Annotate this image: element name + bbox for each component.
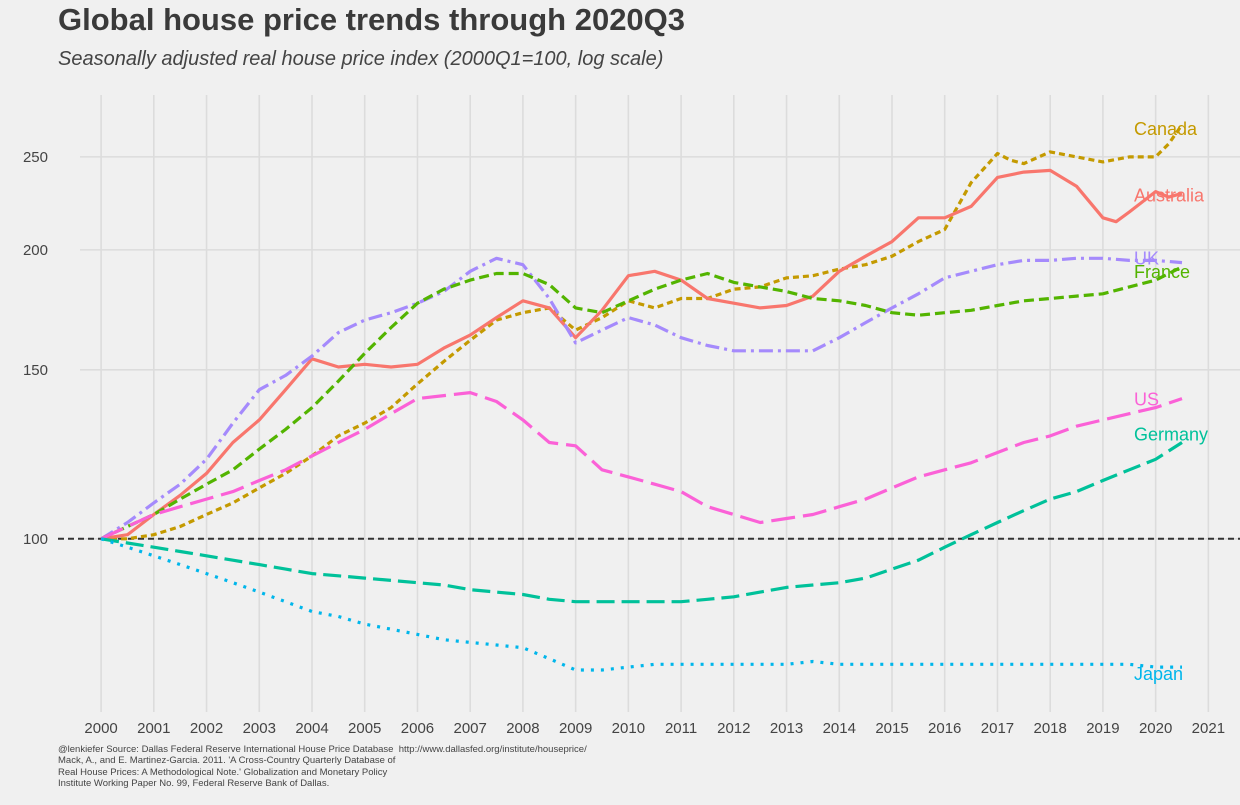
chart-title: Global house price trends through 2020Q3 [58,2,686,37]
x-tick-label: 2009 [559,720,592,737]
x-tick-label: 2000 [84,720,117,737]
x-tick-label: 2012 [717,720,750,737]
y-tick-label: 200 [23,242,48,259]
x-tick-label: 2007 [453,720,486,737]
y-tick-label: 150 [23,362,48,379]
x-tick-label: 2013 [770,720,803,737]
x-tick-label: 2006 [401,720,434,737]
x-tick-label: 2017 [981,720,1014,737]
series-label-germany: Germany [1134,424,1208,444]
source-caption: @lenkiefer Source: Dallas Federal Reserv… [58,744,587,789]
x-tick-label: 2016 [928,720,961,737]
chart-subtitle: Seasonally adjusted real house price ind… [58,48,664,70]
x-tick-label: 2002 [190,720,223,737]
series-line-japan [100,537,1182,672]
x-tick-label: 2011 [665,720,697,737]
series-label-us: US [1134,390,1159,410]
series-label-australia: Australia [1134,185,1205,205]
grid-layer [80,95,1240,712]
series-line-canada [101,123,1184,541]
series-line-uk [100,256,1183,541]
series-line-germany [100,441,1183,604]
x-tick-label: 2010 [612,720,645,737]
series-line-france [100,265,1183,541]
x-tick-label: 2015 [875,720,908,737]
x-tick-label: 2003 [243,720,276,737]
x-tick-label: 2008 [506,720,539,737]
y-tick-label: 100 [23,531,48,548]
series-line-australia [100,168,1183,541]
x-tick-label: 2001 [137,720,170,737]
series-line-us [100,391,1183,541]
axis-labels-layer: 2000 2001 2002 2003 2004 2005 2006 2007 2008 2009… [23,149,1225,737]
x-tick-label: 2018 [1033,720,1066,737]
x-tick-label: 2014 [823,720,856,737]
series-label-japan: Japan [1134,664,1183,684]
x-tick-label: 2019 [1086,720,1119,737]
y-tick-label: 250 [23,149,48,166]
x-tick-label: 2005 [348,720,381,737]
series-label-france: France [1134,262,1190,282]
series-label-uk: UK [1134,249,1159,269]
x-tick-label: 2004 [295,720,328,737]
x-tick-label: 2020 [1139,720,1172,737]
series-layer [100,123,1184,672]
series-label-canada: Canada [1134,119,1198,139]
x-tick-label: 2021 [1192,720,1225,737]
